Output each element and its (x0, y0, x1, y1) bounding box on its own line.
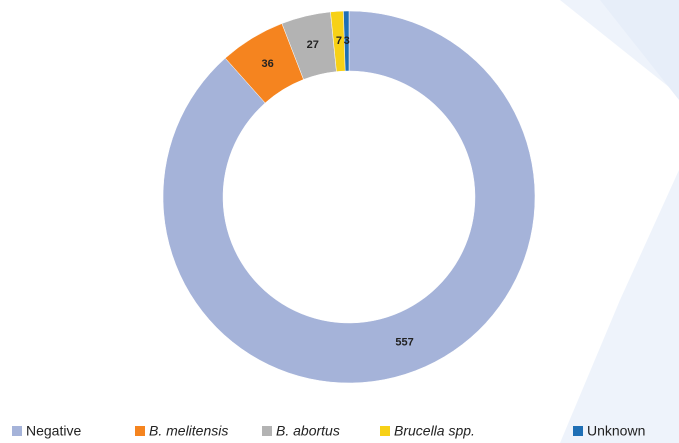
data-label: 27 (307, 39, 319, 51)
legend-swatch (135, 426, 145, 436)
legend-swatch (573, 426, 583, 436)
legend-label: B. melitensis (149, 423, 228, 439)
legend-swatch (12, 426, 22, 436)
data-label: 7 (336, 35, 342, 47)
legend-label: B. abortus (276, 423, 340, 439)
legend-swatch (262, 426, 272, 436)
background-shape (540, 0, 679, 100)
data-label: 3 (344, 35, 350, 47)
legend-label: Unknown (587, 423, 645, 439)
legend-label: Brucella spp. (394, 423, 475, 439)
pie-slice (162, 10, 536, 384)
pie-slice (343, 10, 350, 72)
data-label: 36 (262, 58, 274, 70)
data-label: 557 (395, 337, 413, 349)
legend-label: Negative (26, 423, 81, 439)
background-shape (560, 170, 679, 443)
legend-swatch (380, 426, 390, 436)
